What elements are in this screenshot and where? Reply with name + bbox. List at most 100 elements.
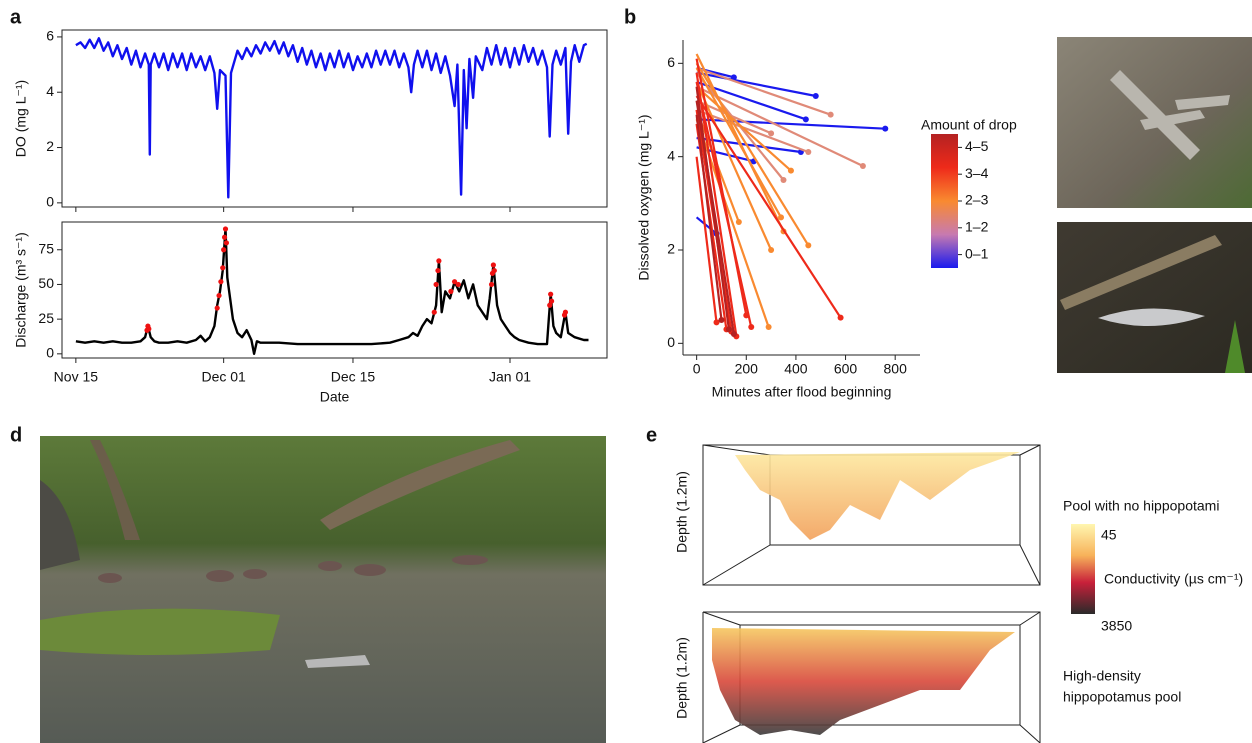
panel-label: a: [10, 6, 22, 28]
panel-label: b: [624, 6, 636, 28]
segment-end: [780, 177, 787, 183]
segment-end: [778, 214, 785, 221]
y-tick-label: 4: [46, 83, 54, 99]
x-axis-label: Date: [320, 389, 350, 405]
drop-segment: [696, 66, 832, 116]
depth-surface: [712, 628, 1015, 735]
segment-end: [768, 130, 775, 137]
drop-segment: [696, 85, 864, 167]
y-axis-label: Dissolved oxygen (mg L⁻¹): [636, 114, 652, 280]
y-tick-label: 25: [38, 310, 54, 326]
drop-segment: [695, 81, 773, 251]
data-point: [223, 240, 230, 246]
segment-end: [713, 319, 720, 326]
segment-end: [827, 111, 834, 118]
y-tick-label: 75: [38, 240, 54, 256]
data-point: [146, 326, 152, 332]
drop-segment: [696, 99, 772, 135]
segment-end: [730, 74, 737, 81]
data-point: [455, 281, 461, 288]
data-point: [548, 291, 554, 297]
segment-end: [748, 324, 755, 330]
plot-frame: [61, 29, 608, 208]
legend-title: High-density: [1063, 668, 1141, 684]
legend-label: 0–1: [965, 245, 989, 261]
depth-surface: [735, 452, 1020, 540]
drop-segment: [695, 62, 810, 246]
y-tick-label: 0: [46, 345, 54, 361]
x-tick-label: 800: [884, 361, 908, 377]
y-axis-label: Discharge (m³ s⁻¹): [13, 232, 29, 348]
data-point: [433, 281, 439, 288]
data-point: [214, 305, 220, 311]
plot-frame: [61, 221, 608, 359]
legend-label: 3–4: [965, 165, 989, 181]
drop-segment: [695, 114, 723, 321]
y-axis-label: DO (mg L⁻¹): [13, 80, 29, 157]
legend-title: Pool with no hippopotami: [1063, 498, 1219, 514]
data-point: [448, 288, 454, 294]
y-axis-label: Depth (1.2m): [674, 471, 690, 553]
x-tick-label: Nov 15: [54, 369, 99, 385]
x-tick-label: 0: [693, 361, 701, 377]
data-point: [491, 267, 497, 274]
data-point: [548, 298, 555, 304]
drop-segment: [696, 108, 809, 154]
colorbar-title: Conductivity (µs cm⁻¹): [1104, 571, 1243, 587]
segment-end: [735, 219, 742, 225]
legend-label: 4–5: [965, 138, 989, 154]
line: [75, 227, 589, 355]
photo: [40, 436, 606, 743]
colorbar: [1071, 524, 1095, 614]
line: [75, 37, 588, 199]
data-point: [451, 279, 458, 285]
drop-segment: [695, 156, 718, 323]
segment-end: [812, 93, 819, 99]
y-tick-label: 4: [667, 147, 675, 163]
legend-title: hippopotamus pool: [1063, 689, 1181, 705]
segment-end: [837, 314, 844, 321]
y-tick-label: 6: [46, 28, 54, 44]
data-point: [216, 292, 222, 299]
data-point: [435, 267, 441, 274]
drop-segment: [696, 80, 807, 121]
data-point: [562, 309, 569, 315]
data-point: [488, 281, 495, 288]
data-point: [220, 265, 226, 271]
segment-end: [805, 242, 812, 249]
segment-end: [743, 312, 750, 319]
drop-segment: [696, 71, 817, 98]
data-point: [222, 226, 229, 232]
data-point: [436, 258, 442, 264]
photo: [1057, 37, 1252, 373]
x-tick-label: Dec 01: [201, 369, 246, 385]
segment-end: [718, 317, 725, 323]
segment-end: [787, 167, 794, 174]
x-tick-label: 600: [834, 361, 858, 377]
x-tick-label: Dec 15: [331, 369, 376, 385]
segment-end: [725, 326, 732, 333]
x-tick-label: 400: [784, 361, 808, 377]
x-tick-label: 200: [735, 361, 759, 377]
y-tick-label: 50: [38, 275, 54, 291]
drop-segment: [695, 53, 785, 232]
x-axis-label: Minutes after flood beginning: [712, 384, 892, 400]
panel-label: d: [10, 424, 22, 446]
colorbar-label: 3850: [1101, 618, 1132, 634]
drop-segment: [695, 58, 748, 316]
data-point: [431, 309, 437, 315]
y-tick-label: 0: [46, 194, 54, 210]
colorbar-label: 45: [1101, 527, 1117, 543]
data-point: [221, 247, 227, 253]
drop-segment: [695, 72, 738, 337]
y-tick-label: 2: [46, 138, 54, 154]
panel-label: e: [646, 424, 657, 446]
drop-segment: [695, 67, 782, 218]
x-tick-label: Jan 01: [489, 369, 531, 385]
legend-label: 1–2: [965, 219, 989, 235]
segment-end: [802, 116, 809, 123]
legend-label: 2–3: [965, 192, 989, 208]
segment-end: [730, 331, 737, 337]
drop-segment: [695, 85, 792, 172]
